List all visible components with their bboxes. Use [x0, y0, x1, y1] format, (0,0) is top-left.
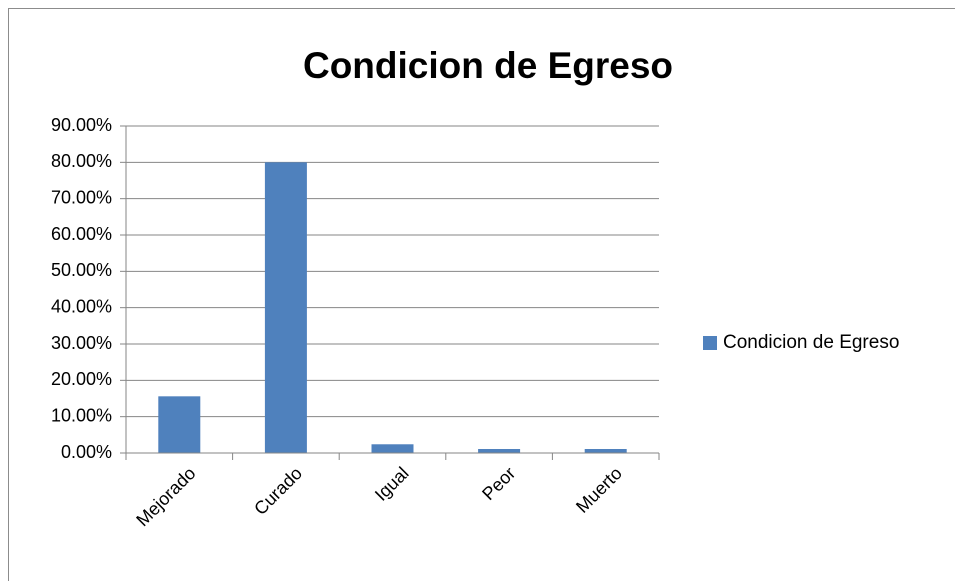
y-tick-label: 40.00%: [51, 296, 112, 316]
y-tick-label: 10.00%: [51, 405, 112, 425]
y-tick-label: 60.00%: [51, 224, 112, 244]
chart-title: Condicion de Egreso: [303, 45, 673, 86]
y-tick-label: 20.00%: [51, 369, 112, 389]
legend-label: Condicion de Egreso: [723, 332, 899, 353]
y-tick-label: 30.00%: [51, 333, 112, 353]
y-tick-label: 80.00%: [51, 151, 112, 171]
y-tick-label: 70.00%: [51, 187, 112, 207]
bar: [478, 449, 521, 453]
y-tick-label: 0.00%: [61, 442, 112, 462]
y-tick-label: 90.00%: [51, 115, 112, 135]
bar: [264, 162, 307, 454]
chart-frame: [8, 8, 955, 581]
bar: [584, 449, 627, 453]
bar: [371, 444, 414, 453]
y-tick-label: 50.00%: [51, 260, 112, 280]
legend-swatch: [703, 336, 717, 350]
bar: [158, 396, 201, 453]
